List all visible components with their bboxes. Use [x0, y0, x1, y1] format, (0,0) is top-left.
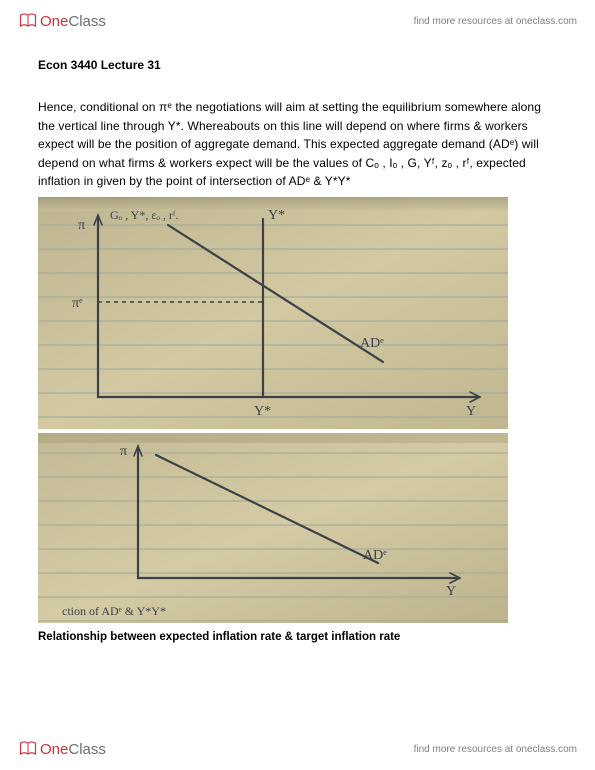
fig1-ystar-bottom: Y*	[254, 404, 271, 419]
fig1-pi-axis: π	[78, 218, 85, 233]
footer-bar: OneClass find more resources at oneclass…	[0, 730, 595, 770]
fig1-Y: Y	[466, 404, 476, 419]
document-content: Econ 3440 Lecture 31 Hence, conditional …	[0, 40, 595, 643]
brand-name-footer: OneClass	[40, 741, 106, 758]
fig1-pi-e: πᵉ	[72, 296, 83, 311]
open-book-icon	[18, 739, 38, 759]
fig2-ADe: ADᵉ	[363, 548, 387, 563]
fig2-Y: Y	[446, 584, 456, 599]
open-book-icon	[18, 11, 38, 31]
page-title: Econ 3440 Lecture 31	[38, 58, 557, 72]
brand-logo-footer[interactable]: OneClass	[18, 739, 106, 759]
fig2-bottom-fragment: ⁨ction of ADᵉ & Y*Y*	[62, 604, 166, 618]
fig2-pi-axis: π	[120, 444, 127, 459]
brand-logo[interactable]: OneClass	[18, 11, 106, 31]
fig1-top-label: Gₒ , Y*, εₒ , rᶠ.	[110, 208, 178, 222]
header-bar: OneClass find more resources at oneclass…	[0, 0, 595, 40]
figure-caption: Relationship between expected inflation …	[38, 631, 557, 643]
header-tagline[interactable]: find more resources at oneclass.com	[414, 16, 577, 27]
fig1-ystar-top: Y*	[268, 208, 285, 223]
body-paragraph: Hence, conditional on πᵉ the negotiation…	[38, 98, 557, 191]
brand-name: OneClass	[40, 13, 106, 30]
figure-2: π Y ADᵉ ⁨ction of ADᵉ & Y*Y*	[38, 433, 508, 623]
figure-1: Gₒ , Y*, εₒ , rᶠ. Y* π πᵉ Y* Y ADᵉ	[38, 197, 508, 429]
footer-tagline[interactable]: find more resources at oneclass.com	[414, 744, 577, 755]
fig1-ADe: ADᵉ	[360, 336, 384, 351]
